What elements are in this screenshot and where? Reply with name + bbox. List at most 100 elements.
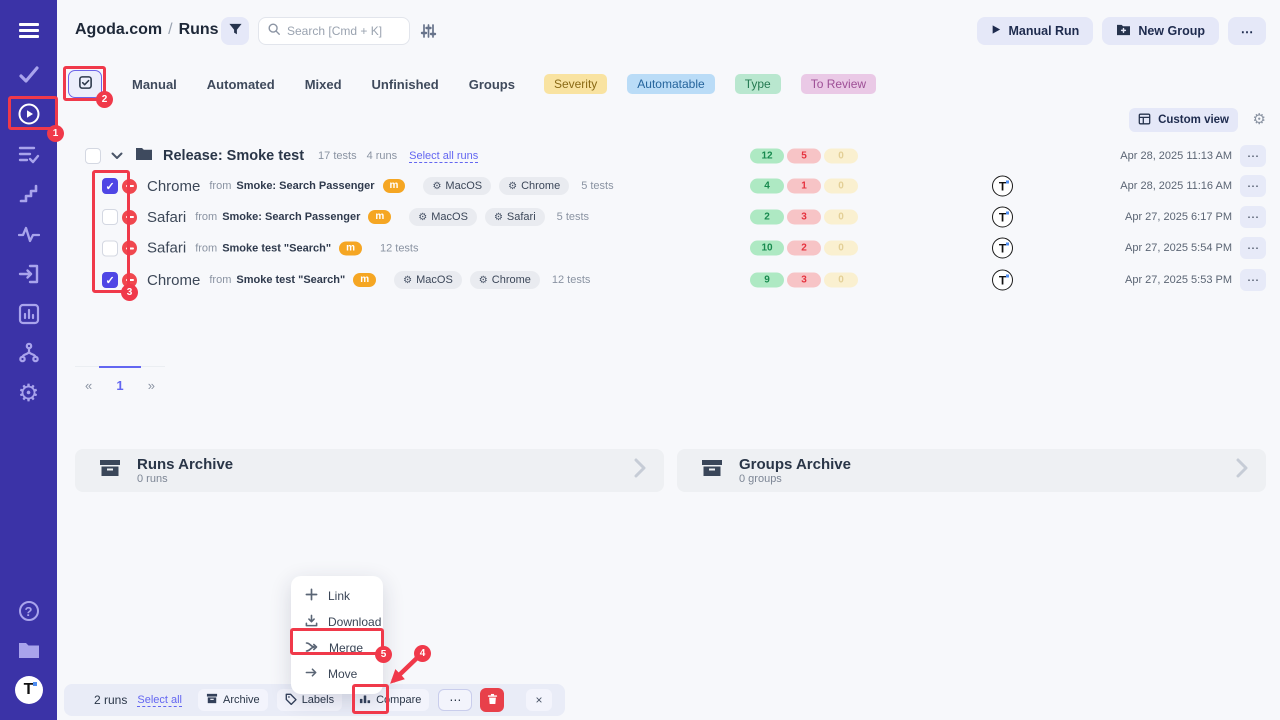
- run-checkbox[interactable]: [102, 178, 118, 194]
- search-settings-icon[interactable]: [420, 23, 437, 44]
- chevron-down-icon[interactable]: [111, 147, 123, 165]
- passed-pill: 10: [750, 240, 784, 256]
- run-date: Apr 28, 2025 11:16 AM: [1120, 180, 1232, 192]
- runs-archive-card[interactable]: Runs Archive 0 runs: [75, 449, 664, 492]
- badge-to-review[interactable]: To Review: [800, 74, 877, 94]
- run-checkbox[interactable]: [102, 209, 118, 225]
- trash-icon: [487, 693, 498, 708]
- menu-item-download[interactable]: Download: [291, 609, 383, 635]
- new-group-button[interactable]: New Group: [1102, 17, 1219, 45]
- tab-mixed[interactable]: Mixed: [304, 76, 342, 92]
- run-checkbox[interactable]: [102, 240, 118, 256]
- release-checkbox[interactable]: [85, 148, 101, 164]
- ellipsis-icon: ⋯: [1240, 24, 1254, 39]
- run-title[interactable]: Smoke: Search Passenger: [236, 180, 375, 192]
- help-icon[interactable]: ?: [0, 599, 57, 623]
- badge-type[interactable]: Type: [734, 74, 781, 94]
- run-more-button[interactable]: ⋯: [1240, 269, 1266, 291]
- test-plans-icon[interactable]: [0, 141, 57, 167]
- env-chip: ⚙ MacOS: [394, 271, 462, 289]
- run-title[interactable]: Smoke: Search Passenger: [222, 211, 361, 223]
- bulk-more-button[interactable]: ⋯: [438, 689, 473, 711]
- breadcrumb-project[interactable]: Agoda.com: [75, 21, 163, 38]
- view-settings-gear-icon[interactable]: ⚙: [1252, 111, 1266, 128]
- defects-pulse-icon[interactable]: [0, 222, 57, 246]
- page-prev-button[interactable]: «: [85, 378, 93, 393]
- manual-run-button[interactable]: Manual Run: [977, 17, 1094, 45]
- select-all-link[interactable]: Select all: [137, 694, 182, 706]
- search-icon: [267, 22, 281, 41]
- search-input[interactable]: [287, 24, 397, 38]
- custom-view-button[interactable]: Custom view: [1129, 108, 1238, 132]
- milestone-badge[interactable]: m: [353, 273, 377, 287]
- annotation-number-4: 4: [414, 645, 431, 662]
- shared-steps-icon[interactable]: [0, 182, 57, 206]
- run-more-button[interactable]: ⋯: [1240, 237, 1266, 259]
- run-more-button[interactable]: ⋯: [1240, 175, 1266, 197]
- passed-pill: 2: [750, 209, 784, 225]
- select-mode-button[interactable]: [68, 70, 102, 98]
- run-title[interactable]: Smoke test "Search": [222, 242, 332, 254]
- passed-pill: 12: [750, 148, 784, 164]
- requirements-icon[interactable]: [0, 261, 57, 287]
- breadcrumb-divider: /: [168, 21, 173, 38]
- menu-item-move[interactable]: Move: [291, 661, 383, 687]
- ellipsis-icon: ⋯: [1247, 210, 1259, 224]
- release-name[interactable]: Release: Smoke test: [163, 148, 305, 164]
- other-pill: 0: [824, 272, 858, 288]
- menu-icon[interactable]: [0, 18, 57, 42]
- run-browser[interactable]: Chrome: [147, 177, 201, 195]
- search-box[interactable]: [258, 17, 410, 45]
- run-browser[interactable]: Safari: [147, 208, 187, 226]
- run-more-button[interactable]: ⋯: [1240, 206, 1266, 228]
- plus-icon: [305, 588, 318, 604]
- page-next-button[interactable]: »: [147, 378, 155, 393]
- checkbox-select-icon: [78, 75, 93, 93]
- milestone-badge[interactable]: m: [339, 241, 362, 255]
- page-number[interactable]: 1: [116, 378, 124, 393]
- badge-severity[interactable]: Severity: [543, 74, 608, 94]
- tab-unfinished[interactable]: Unfinished: [371, 76, 439, 92]
- archive-box-icon: [206, 693, 218, 707]
- groups-archive-card[interactable]: Groups Archive 0 groups: [677, 449, 1266, 492]
- close-button[interactable]: ×: [526, 689, 552, 711]
- pagination: « 1 »: [75, 366, 165, 393]
- run-browser[interactable]: Safari: [147, 239, 187, 257]
- menu-item-link[interactable]: Link: [291, 583, 383, 609]
- milestones-branch-icon[interactable]: [0, 341, 57, 365]
- author-avatar: T: [992, 237, 1013, 259]
- bar-chart-icon: [359, 693, 371, 707]
- projects-folder-icon[interactable]: [0, 638, 57, 662]
- runs-play-icon[interactable]: [0, 101, 57, 127]
- release-row: Release: Smoke test 17 tests 4 runs Sele…: [75, 142, 1266, 170]
- failed-pill: 2: [787, 240, 821, 256]
- other-pill: 0: [824, 148, 858, 164]
- milestone-badge[interactable]: m: [382, 179, 406, 193]
- run-browser[interactable]: Chrome: [147, 271, 201, 289]
- milestone-badge[interactable]: m: [368, 210, 392, 224]
- reports-icon[interactable]: [0, 302, 57, 326]
- tab-manual[interactable]: Manual: [132, 76, 177, 92]
- status-stopped-icon: [122, 178, 137, 194]
- archive-button[interactable]: Archive: [198, 689, 268, 711]
- download-icon: [305, 614, 318, 630]
- ellipsis-icon: ⋯: [1247, 149, 1259, 163]
- filter-button[interactable]: [221, 17, 249, 45]
- ellipsis-icon: ⋯: [1247, 241, 1259, 255]
- release-more-button[interactable]: ⋯: [1240, 145, 1266, 167]
- settings-gear-icon[interactable]: ⚙: [17, 379, 40, 407]
- header-actions: Manual Run New Group ⋯: [977, 17, 1266, 45]
- release-runs-count: 4 runs: [366, 150, 398, 162]
- tab-groups[interactable]: Groups: [468, 76, 515, 92]
- labels-button[interactable]: Labels: [276, 689, 343, 711]
- tests-check-icon[interactable]: [0, 63, 57, 87]
- tab-automated[interactable]: Automated: [206, 76, 275, 92]
- profile-avatar[interactable]: T: [0, 675, 57, 705]
- run-checkbox[interactable]: [102, 272, 118, 288]
- header-more-button[interactable]: ⋯: [1228, 17, 1266, 45]
- select-all-runs-link[interactable]: Select all runs: [409, 150, 479, 162]
- run-title[interactable]: Smoke test "Search": [236, 274, 346, 286]
- delete-button[interactable]: [480, 688, 505, 712]
- badge-automatable[interactable]: Automatable: [627, 74, 715, 94]
- menu-item-merge[interactable]: Merge: [291, 635, 383, 661]
